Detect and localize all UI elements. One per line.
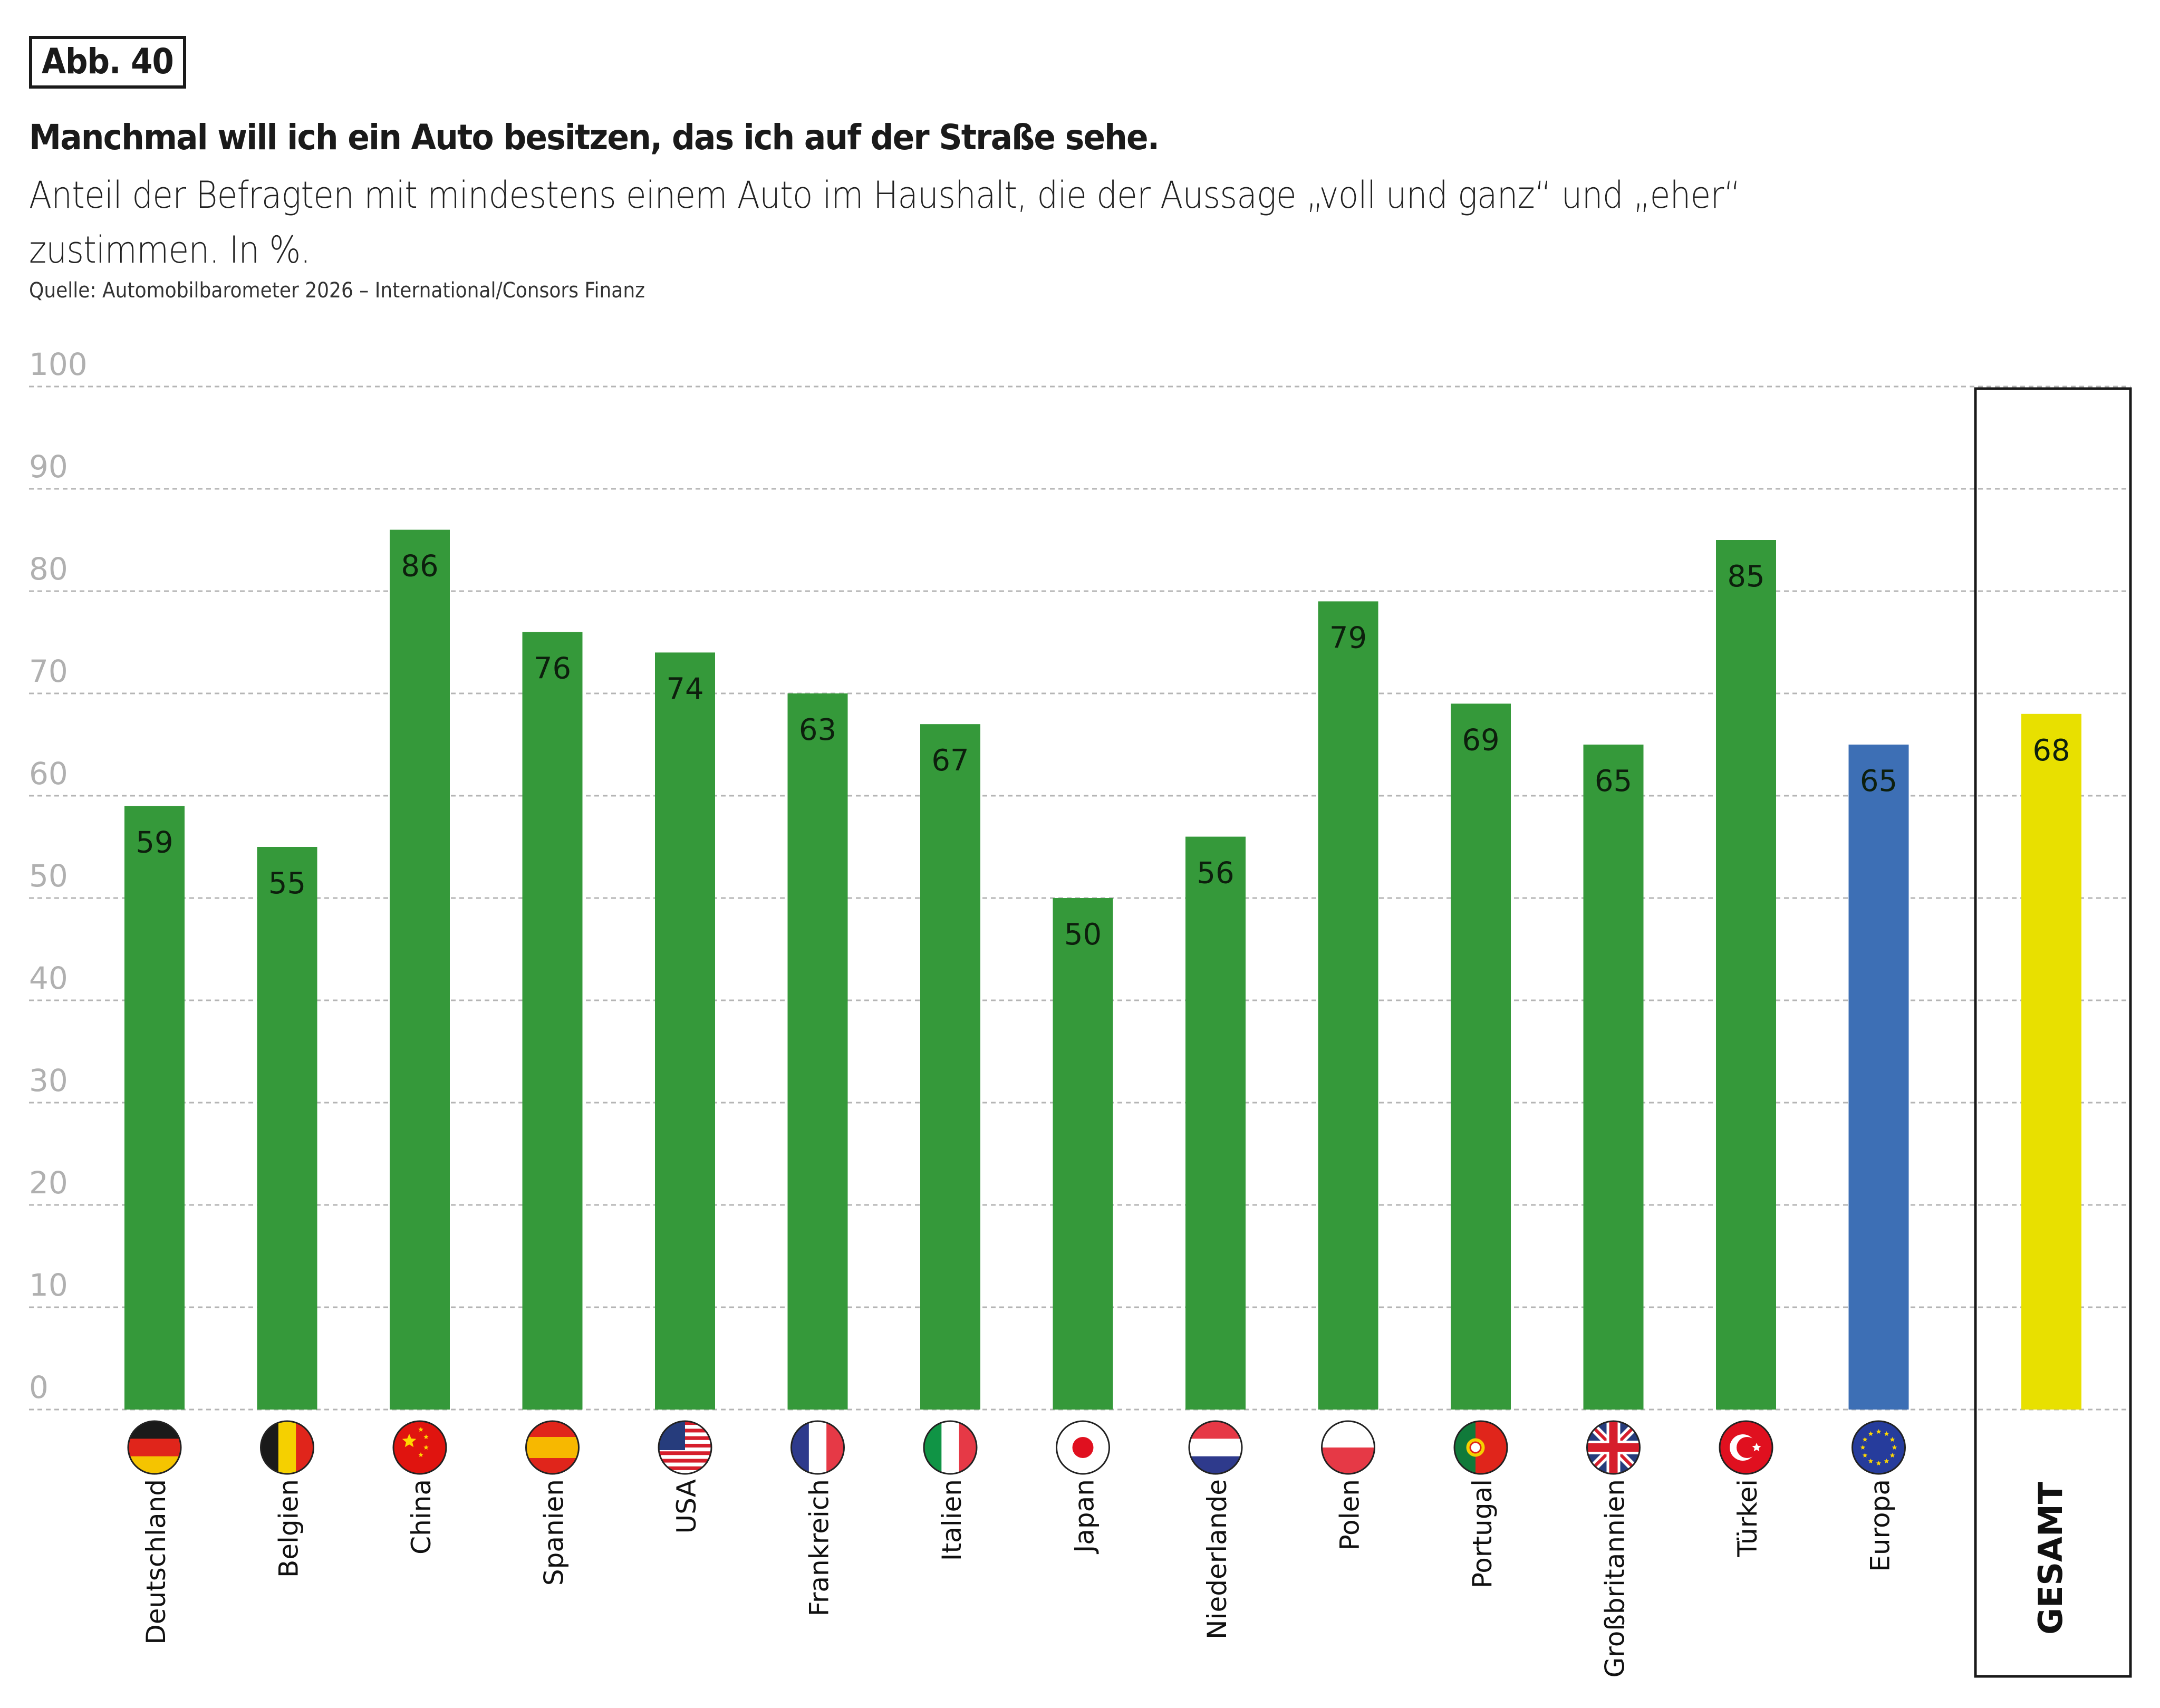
- value-label: 50: [1064, 918, 1102, 952]
- y-tick-label: 60: [29, 756, 68, 792]
- y-tick-label: 50: [29, 858, 68, 894]
- flag-eu-icon: [1852, 1420, 1906, 1475]
- bars: [124, 529, 2081, 1410]
- x-axis-label: Großbritannien: [1600, 1479, 1631, 1677]
- bar-deutschland: [124, 806, 185, 1410]
- value-label: 79: [1329, 621, 1367, 655]
- value-label: 67: [931, 744, 969, 778]
- y-tick-label: 20: [29, 1165, 68, 1201]
- x-axis-label: Portugal: [1467, 1479, 1498, 1588]
- y-tick-label: 0: [29, 1369, 49, 1405]
- chart-title: Manchmal will ich ein Auto besitzen, das…: [29, 117, 1160, 158]
- bar-japan: [1053, 898, 1113, 1410]
- x-axis-label: Italien: [937, 1479, 967, 1561]
- bar-niederlande: [1185, 836, 1246, 1410]
- bar-polen: [1318, 601, 1378, 1410]
- y-axis-ticks: 0 10 20 30 40 50 60 70 80 90 100: [29, 346, 88, 1405]
- value-label: 65: [1595, 764, 1632, 798]
- x-axis-label: Frankreich: [804, 1479, 835, 1616]
- figure-label: Abb. 40: [29, 36, 186, 89]
- flag-poland-icon: [1321, 1420, 1375, 1475]
- y-tick-label: 30: [29, 1063, 68, 1098]
- bar-frankreich: [787, 693, 848, 1410]
- chart-source: Quelle: Automobilbarometer 2026 – Intern…: [29, 278, 645, 303]
- bar-usa: [655, 652, 715, 1410]
- bar-china: [390, 529, 450, 1410]
- flags: [127, 1420, 1906, 1475]
- y-tick-label: 10: [29, 1267, 68, 1303]
- bar-belgien: [257, 847, 317, 1410]
- flag-uk-icon: [1586, 1420, 1641, 1475]
- y-tick-label: 100: [29, 346, 88, 382]
- x-axis-label: Europa: [1865, 1479, 1896, 1572]
- bar-großbritannien: [1583, 745, 1644, 1410]
- value-label: 65: [1860, 764, 1897, 798]
- value-labels: 59 55 86 76 74 63 67 50 56 79 69 65 85 65 68: [136, 549, 2070, 952]
- y-tick-label: 80: [29, 551, 68, 587]
- x-axis-label: Japan: [1069, 1479, 1100, 1554]
- bar-portugal: [1451, 703, 1511, 1410]
- x-axis-label: USA: [671, 1479, 702, 1533]
- x-axis-label: China: [406, 1479, 437, 1555]
- flag-netherlands-icon: [1188, 1420, 1243, 1475]
- chart-subtitle: Anteil der Befragten mit mindestens eine…: [29, 173, 1741, 272]
- bar-türkei: [1716, 540, 1776, 1410]
- y-tick-label: 40: [29, 960, 68, 996]
- x-axis-label: Polen: [1335, 1479, 1365, 1550]
- x-axis-label: Niederlande: [1202, 1479, 1232, 1639]
- y-tick-label: 90: [29, 449, 68, 485]
- flag-france-icon: [790, 1420, 845, 1475]
- x-axis-label: Belgien: [274, 1479, 304, 1578]
- flag-spain-icon: [525, 1420, 580, 1475]
- flag-italy-icon: [923, 1420, 978, 1475]
- bar-spanien: [522, 632, 583, 1410]
- flag-turkey-icon: [1719, 1420, 1773, 1475]
- value-label: 56: [1197, 856, 1234, 891]
- value-label: 63: [799, 713, 836, 747]
- flag-germany-icon: [127, 1420, 182, 1475]
- flag-belgium-icon: [260, 1420, 314, 1475]
- flag-portugal-icon: [1453, 1420, 1508, 1475]
- x-axis-labels: Deutschland Belgien China Spanien USA Frankre…: [141, 1479, 2070, 1677]
- value-label: 69: [1462, 723, 1499, 757]
- value-label: 55: [268, 866, 306, 901]
- value-label: 59: [136, 825, 173, 860]
- bar-europa: [1848, 745, 1909, 1410]
- x-axis-label: Spanien: [539, 1479, 570, 1586]
- value-label: 76: [534, 652, 571, 686]
- value-label: 85: [1727, 559, 1764, 594]
- value-label: 74: [666, 672, 703, 706]
- flag-usa-icon: [658, 1420, 712, 1475]
- bar-gesamt: [2021, 713, 2081, 1410]
- total-highlight-box: [1974, 387, 2132, 1678]
- value-label: 68: [2032, 734, 2070, 768]
- x-axis-label: GESAMT: [2031, 1482, 2070, 1635]
- flag-japan-icon: [1056, 1420, 1110, 1475]
- y-tick-label: 70: [29, 653, 68, 689]
- x-axis-label: Türkei: [1732, 1479, 1763, 1558]
- flag-china-icon: [392, 1420, 447, 1475]
- x-axis-label: Deutschland: [141, 1479, 171, 1645]
- value-label: 86: [401, 549, 438, 584]
- bar-italien: [920, 724, 980, 1410]
